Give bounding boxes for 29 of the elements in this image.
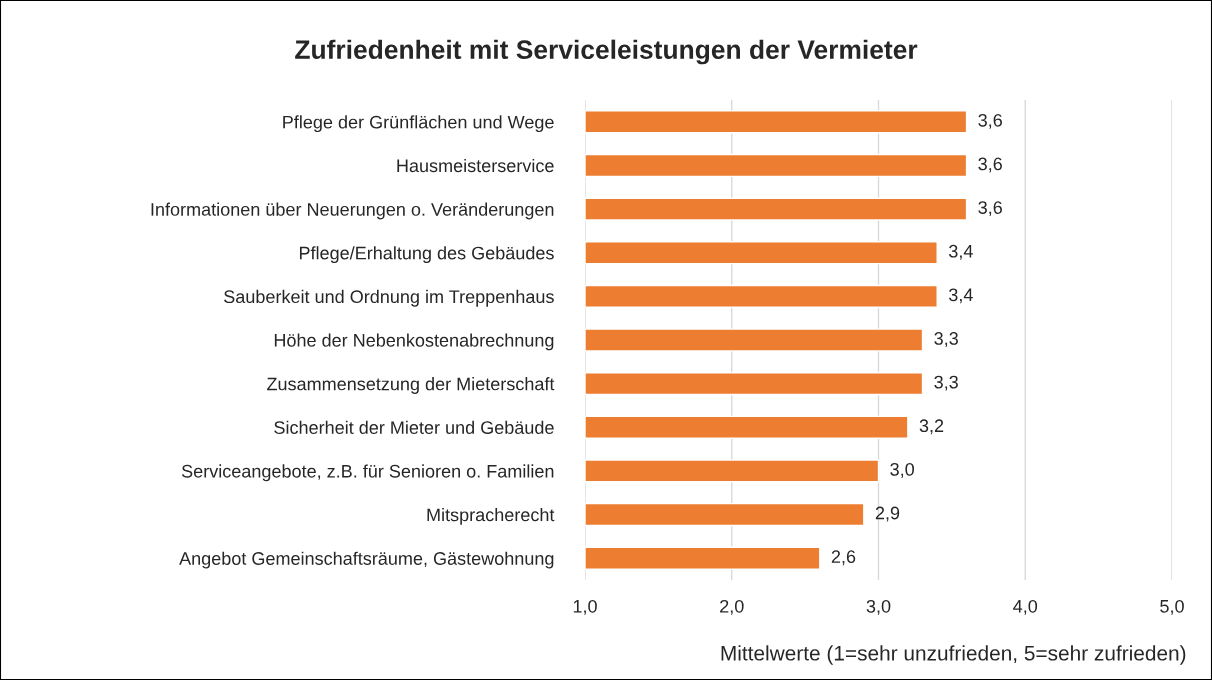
y-tick-label: Angebot Gemeinschaftsräume, Gästewohnung [179,551,554,569]
data-label: 2,9 [875,506,900,522]
data-label: 3,3 [934,375,958,391]
data-label: 3,4 [949,288,973,304]
data-label: 3,4 [949,244,973,260]
data-label: 3,6 [978,201,1002,217]
data-label: 3,6 [978,113,1002,129]
x-tick-label: 3,0 [866,599,891,615]
y-tick-label: Serviceangebote, z.B. für Senioren o. Familien [181,464,554,482]
x-tick-label: 1,0 [573,599,597,615]
data-label: 3,0 [890,462,914,478]
x-axis-title: Mittelwerte (1=sehr unzufrieden, 5=sehr zufrieden) [721,645,1186,665]
y-tick-label: Sicherheit der Mieter und Gebäude [274,420,554,434]
data-label: 3,6 [978,157,1002,173]
x-tick-label: 4,0 [1013,599,1038,615]
data-label: 3,2 [919,419,944,435]
y-tick-label: Höhe der Nebenkostenabrechnung [274,333,554,351]
data-label: 3,3 [934,332,958,347]
x-tick-label: 5,0 [1160,599,1184,615]
x-tick-label: 2,0 [720,599,744,615]
y-tick-label: Hausmeisterservice [397,158,554,173]
y-tick-label: Sauberkeit und Ordnung im Treppenhaus [224,289,554,307]
y-tick-label: Zusammensetzung der Mieterschaft [267,377,555,394]
data-label: 2,6 [831,550,856,566]
y-tick-label: Pflege/Erhaltung des Gebäudes [299,246,554,264]
y-tick-label: Pflege der Grünflächen und Wege [283,115,554,133]
chart-title: Zufriedenheit mit Serviceleistungen der Vermieter [295,39,918,65]
y-tick-label: Mitspracherecht [427,508,555,525]
y-tick-label: Informationen über Neuerungen o. Veränderungen [151,202,554,220]
